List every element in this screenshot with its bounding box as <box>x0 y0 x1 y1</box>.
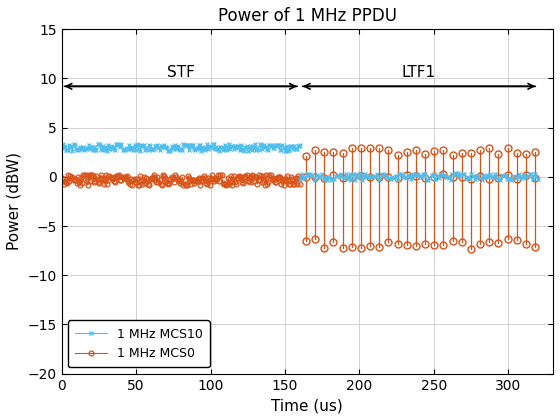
1 MHz MCS10 <box>186 142 193 147</box>
Text: STF: STF <box>167 66 195 81</box>
1 MHz MCS10 <box>58 146 65 151</box>
Title: Power of 1 MHz PPDU: Power of 1 MHz PPDU <box>218 7 397 25</box>
1 MHz MCS10 <box>268 144 275 149</box>
X-axis label: Time (us): Time (us) <box>272 398 343 413</box>
1 MHz MCS0 <box>297 182 304 187</box>
1 MHz MCS0 <box>274 176 281 181</box>
1 MHz MCS0 <box>128 176 134 181</box>
1 MHz MCS10 <box>124 146 130 151</box>
Legend: 1 MHz MCS10, 1 MHz MCS0: 1 MHz MCS10, 1 MHz MCS0 <box>68 320 210 368</box>
Line: 1 MHz MCS0: 1 MHz MCS0 <box>59 172 302 188</box>
1 MHz MCS10 <box>273 142 279 147</box>
1 MHz MCS10 <box>128 146 134 151</box>
1 MHz MCS10 <box>284 148 291 153</box>
Line: 1 MHz MCS10: 1 MHz MCS10 <box>59 142 302 153</box>
1 MHz MCS10 <box>260 143 267 148</box>
1 MHz MCS0 <box>260 178 267 184</box>
1 MHz MCS0 <box>243 172 250 177</box>
1 MHz MCS0 <box>269 176 276 181</box>
1 MHz MCS0 <box>124 173 130 178</box>
1 MHz MCS10 <box>133 142 140 147</box>
1 MHz MCS0 <box>58 176 65 181</box>
1 MHz MCS0 <box>262 183 268 188</box>
1 MHz MCS10 <box>297 142 304 147</box>
Text: LTF1: LTF1 <box>402 66 436 81</box>
1 MHz MCS0 <box>185 175 192 180</box>
Y-axis label: Power (dBW): Power (dBW) <box>7 152 22 250</box>
